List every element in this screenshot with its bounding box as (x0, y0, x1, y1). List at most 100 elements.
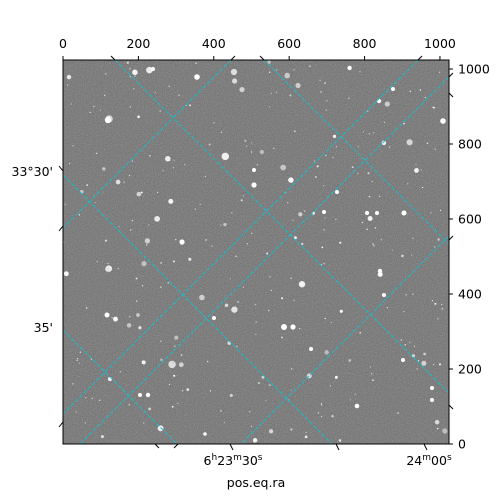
star (220, 224, 222, 226)
star (371, 373, 373, 375)
star (426, 142, 429, 145)
star (421, 360, 427, 366)
star (316, 165, 319, 168)
star (204, 175, 207, 178)
star (319, 79, 321, 81)
star (186, 388, 190, 391)
star (174, 335, 179, 340)
star (415, 163, 417, 165)
bright-star (151, 67, 155, 71)
star (436, 427, 439, 430)
bright-star (138, 393, 142, 397)
ra-tick-label-2: 24m00s (406, 453, 452, 468)
star (434, 419, 440, 425)
star (384, 101, 390, 107)
star (223, 421, 226, 424)
star (137, 115, 140, 119)
star (246, 243, 248, 245)
star (76, 359, 78, 362)
star (293, 299, 295, 302)
star (144, 238, 150, 244)
bottom-axis: 6h23m30s 24m00s pos.eq.ra (204, 443, 452, 490)
star (86, 184, 88, 186)
star (160, 358, 163, 361)
star (367, 216, 373, 221)
star (313, 160, 316, 162)
star (107, 262, 109, 265)
star (70, 103, 72, 105)
star (100, 435, 104, 439)
star (173, 159, 175, 161)
stars (63, 60, 448, 443)
bright-star (382, 293, 386, 297)
right-tick-label: 0 (458, 437, 466, 452)
bright-star (430, 398, 434, 402)
star (273, 147, 275, 149)
star (141, 261, 147, 267)
star (209, 390, 212, 392)
star (235, 345, 238, 348)
star (115, 179, 121, 185)
star (276, 69, 278, 71)
star (174, 345, 176, 347)
bright-star (401, 358, 405, 362)
top-tick-label: 200 (126, 36, 150, 51)
star (377, 271, 383, 277)
star (369, 366, 371, 368)
star (184, 164, 186, 166)
star (255, 333, 257, 335)
right-tick-label: 600 (458, 212, 482, 227)
star (177, 402, 179, 405)
star (72, 383, 74, 385)
star (438, 71, 441, 73)
star (439, 209, 442, 211)
star (325, 109, 328, 111)
star (194, 208, 196, 210)
star (171, 405, 174, 408)
star (373, 245, 375, 247)
star (117, 268, 119, 270)
star (255, 321, 257, 323)
star (359, 71, 361, 73)
bright-star (194, 74, 200, 80)
star (348, 97, 350, 99)
star (368, 195, 371, 198)
star (172, 361, 175, 364)
star (239, 87, 245, 93)
ra-tick-label-1: 6h23m30s (204, 453, 263, 468)
bright-star (290, 324, 296, 330)
star (99, 399, 101, 401)
star (63, 271, 69, 277)
star (148, 407, 152, 411)
star (175, 239, 177, 241)
star (159, 110, 162, 112)
star (178, 94, 180, 96)
star (208, 143, 211, 146)
star (251, 151, 253, 153)
star (309, 65, 311, 68)
star (182, 390, 184, 392)
grid-line (263, 60, 449, 245)
grid-line (114, 60, 449, 394)
sky-image (63, 60, 449, 444)
star (130, 229, 132, 231)
star (268, 106, 270, 108)
star (414, 167, 419, 173)
star (351, 166, 354, 168)
star (380, 239, 382, 241)
star (409, 341, 411, 343)
grid-line (63, 174, 333, 444)
star (437, 238, 440, 241)
bright-star (252, 168, 256, 172)
top-axis: 0 200 400 600 800 1000 (59, 36, 456, 60)
star (173, 374, 176, 377)
star (400, 339, 402, 341)
star (94, 202, 96, 204)
star (242, 286, 244, 288)
star (244, 139, 247, 142)
star (243, 195, 245, 197)
star (407, 183, 409, 185)
grid-line (63, 60, 232, 229)
dec-tick-label-2: 35' (34, 320, 53, 335)
star (89, 111, 91, 113)
